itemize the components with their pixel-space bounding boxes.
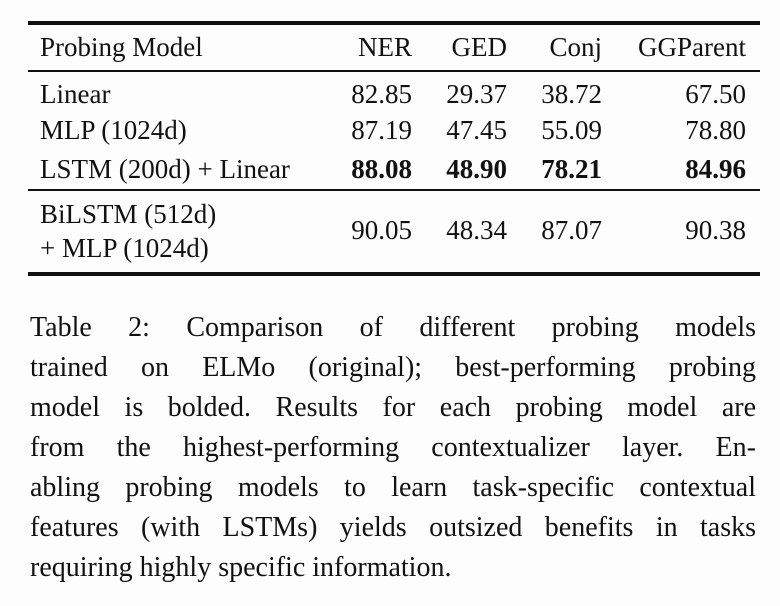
value-conj: 78.21 <box>541 153 602 184</box>
row-lstm-linear: LSTM (200d) + Linear 88.08 48.90 78.21 8… <box>28 151 760 190</box>
caption-line: from the highest-performing contextualiz… <box>30 431 756 463</box>
model-name: Linear <box>40 79 111 109</box>
value-ner: 87.19 <box>351 115 412 146</box>
value-ggparent: 78.80 <box>685 115 746 146</box>
model-name: LSTM (200d) + Linear <box>40 153 290 184</box>
column-header-ggparent: GGParent <box>638 31 746 62</box>
value-conj: 38.72 <box>541 79 602 109</box>
value-ner: 88.08 <box>351 153 412 184</box>
probing-results-table: Probing Model NER GED Conj GGParent Line… <box>28 21 760 276</box>
table-header-row: Probing Model NER GED Conj GGParent <box>28 23 760 71</box>
caption-line: features (with LSTMs) yields outsized be… <box>30 511 756 543</box>
value-ggparent: 90.38 <box>685 215 746 246</box>
model-name: BiLSTM (512d) + MLP (1024d) <box>28 190 330 274</box>
model-name-line2: + MLP (1024d) <box>40 233 209 264</box>
column-header-conj: Conj <box>549 31 602 62</box>
paper-page: Probing Model NER GED Conj GGParent Line… <box>0 21 780 606</box>
value-ged: 48.34 <box>446 215 507 246</box>
value-ggparent: 84.96 <box>685 153 746 184</box>
value-conj: 55.09 <box>541 115 602 146</box>
caption-line: abling probing models to learn task-spec… <box>30 471 756 503</box>
column-header-ner: NER <box>358 31 412 62</box>
caption-line: model is bolded. Results for each probin… <box>30 391 756 423</box>
row-bilstm-mlp: BiLSTM (512d) + MLP (1024d) 90.05 48.34 … <box>28 190 760 274</box>
value-ggparent: 67.50 <box>685 79 746 109</box>
value-conj: 87.07 <box>541 215 602 246</box>
row-linear: Linear 82.85 29.37 38.72 67.50 <box>28 71 760 112</box>
column-header-probing-model: Probing Model <box>40 31 203 62</box>
column-header-ged: GED <box>451 31 508 62</box>
caption-line: requiring highly specific information. <box>30 551 452 583</box>
value-ner: 82.85 <box>351 79 412 109</box>
model-name: MLP (1024d) <box>40 115 187 146</box>
caption-line: Table 2: Comparison of different probing… <box>30 311 756 343</box>
value-ner: 90.05 <box>351 215 412 246</box>
value-ged: 47.45 <box>446 115 507 146</box>
value-ged: 29.37 <box>446 79 507 109</box>
caption-line: trained on ELMo (original); best-perform… <box>30 351 756 383</box>
model-name-line1: BiLSTM (512d) <box>40 199 217 230</box>
row-mlp: MLP (1024d) 87.19 47.45 55.09 78.80 <box>28 112 760 151</box>
value-ged: 48.90 <box>446 153 507 184</box>
table-caption: Table 2: Comparison of different probing… <box>30 308 756 588</box>
